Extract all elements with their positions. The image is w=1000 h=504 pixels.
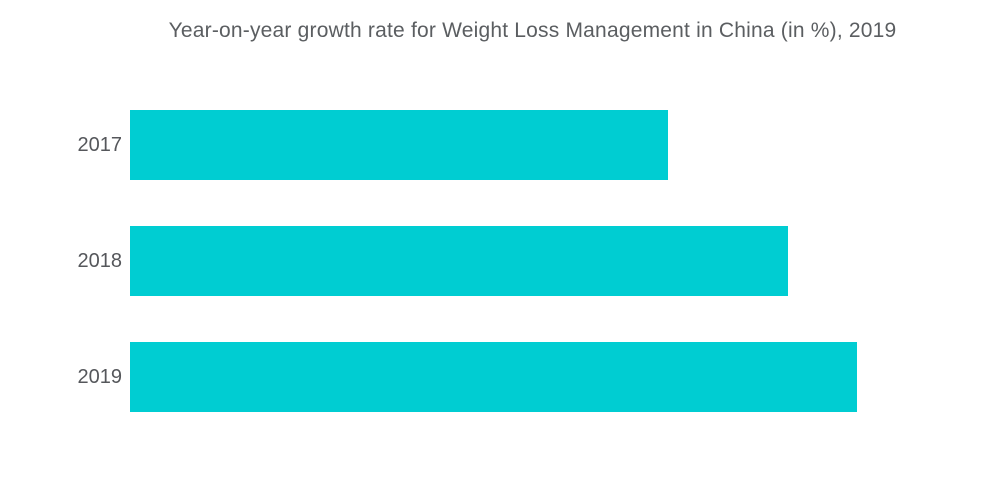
chart-title: Year-on-year growth rate for Weight Loss… — [168, 19, 897, 42]
bar-row-2018: 2018 — [0, 226, 857, 296]
bar-2018 — [130, 226, 788, 296]
plot-area — [130, 110, 857, 180]
bar-2019 — [130, 342, 857, 412]
bar-row-2017: 2017 — [0, 110, 857, 180]
plot-area — [130, 226, 857, 296]
category-label-2018: 2018 — [77, 250, 123, 272]
bar-2017 — [130, 110, 668, 180]
bar-chart: 2017 2018 2019 — [0, 110, 857, 458]
category-label-2019: 2019 — [77, 366, 123, 388]
plot-area — [130, 342, 857, 412]
category-label-2017: 2017 — [77, 134, 123, 156]
bar-row-2019: 2019 — [0, 342, 857, 412]
